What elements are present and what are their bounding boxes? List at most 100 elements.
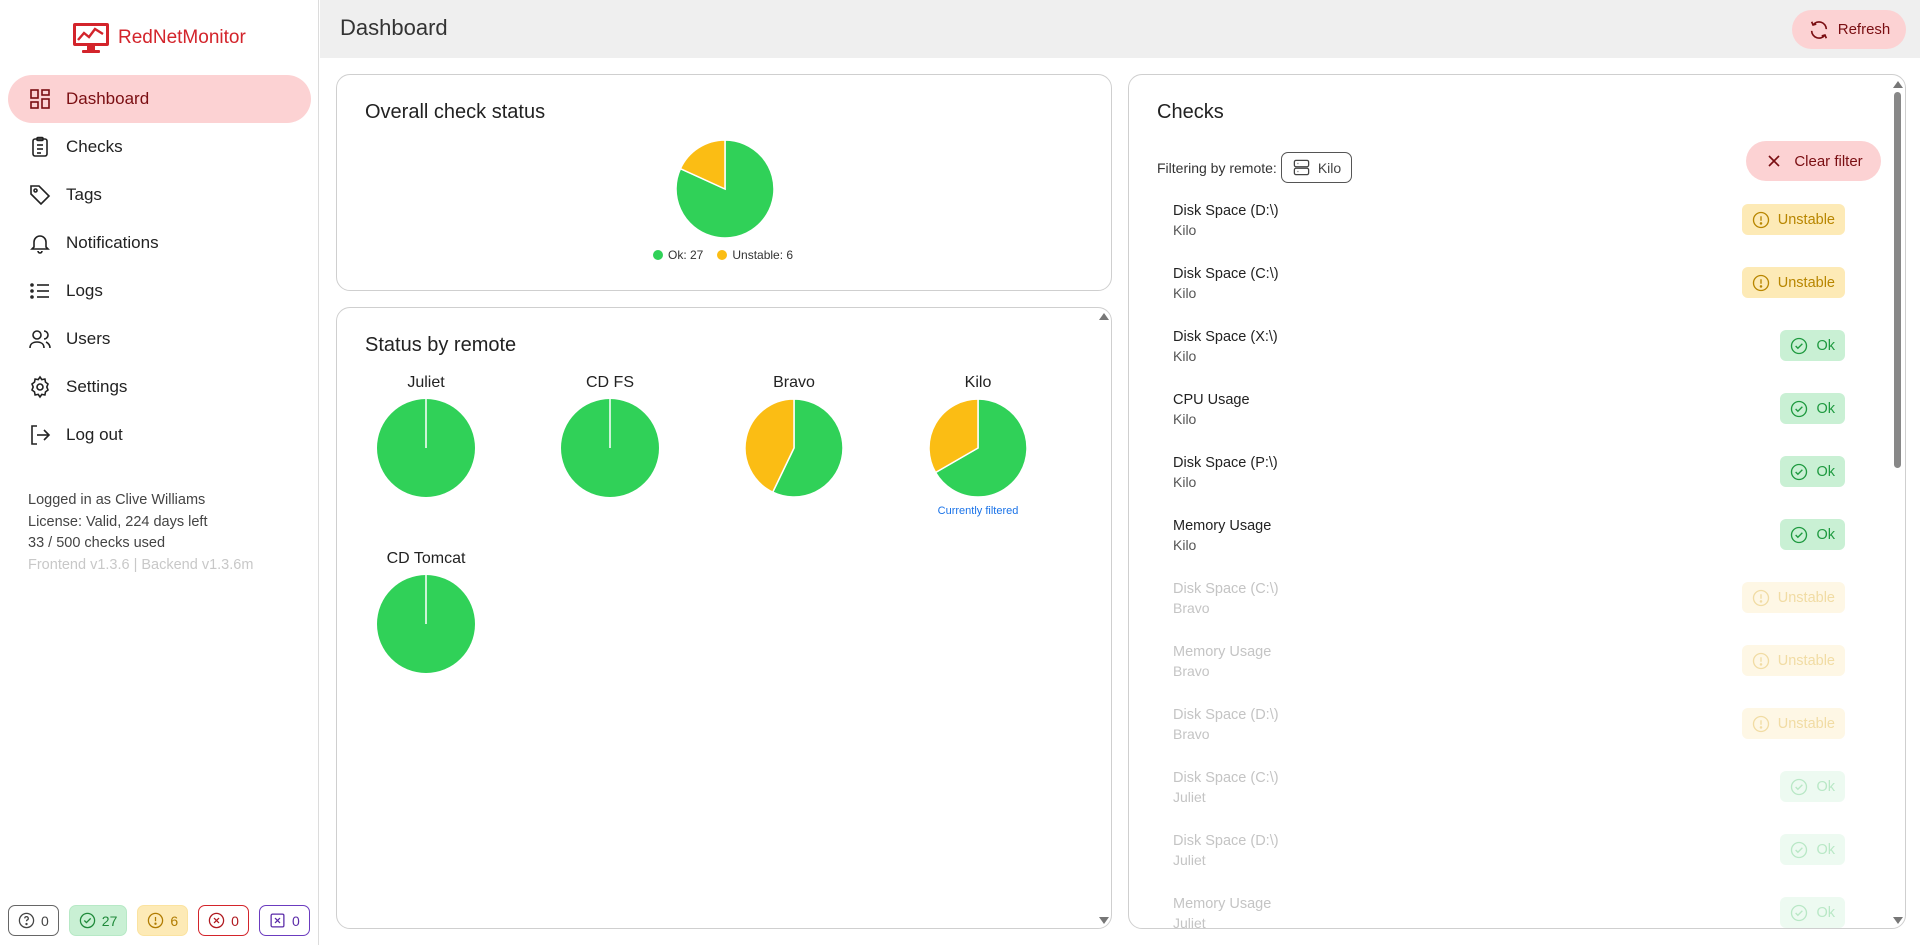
warning-circle-icon — [1752, 652, 1769, 669]
overall-legend: Ok: 27 Unstable: 6 — [653, 248, 793, 262]
check-row[interactable]: Disk Space (D:\) Juliet Ok — [1173, 829, 1845, 892]
status-badge-label: Ok — [1816, 337, 1835, 354]
ok-counter[interactable]: 27 — [68, 905, 128, 936]
check-row[interactable]: Disk Space (P:\) Kilo Ok — [1173, 451, 1845, 514]
remote-name: CD Tomcat — [386, 550, 466, 567]
by-remote-title: Status by remote — [365, 334, 517, 356]
check-circle-icon — [1791, 841, 1808, 858]
sidebar-item-checks[interactable]: Checks — [8, 123, 311, 171]
remote-name: Bravo — [773, 374, 815, 391]
legend-ok[interactable]: Ok: 27 — [653, 248, 703, 262]
check-row[interactable]: Memory Usage Kilo Ok — [1173, 514, 1845, 577]
checks-card: Checks Filtering by remote: Kilo Clear f… — [1128, 74, 1906, 929]
sidebar-item-tags[interactable]: Tags — [8, 171, 311, 219]
warning-circle-icon — [148, 912, 164, 929]
check-name: Memory Usage — [1173, 896, 1272, 912]
status-badge-label: Ok — [1816, 778, 1835, 795]
pie-slice-unstable[interactable] — [928, 398, 979, 474]
status-badge-label: Unstable — [1777, 274, 1835, 291]
check-list: Disk Space (D:\) Kilo Unstable Disk Space (… — [1173, 199, 1845, 928]
overall-title: Overall check status — [365, 101, 546, 123]
remote-name: CD FS — [586, 374, 634, 391]
legend-unstable[interactable]: Unstable: 6 — [717, 248, 793, 262]
status-badge: Unstable — [1741, 204, 1845, 235]
filter-indicator: Filtering by remote: Kilo — [1157, 152, 1353, 183]
logout-icon — [31, 425, 51, 445]
sidebar-item-logout[interactable]: Log out — [8, 411, 311, 459]
check-circle-icon — [79, 912, 96, 929]
checks-scrollbar[interactable] — [1894, 92, 1901, 468]
clear-filter-button[interactable]: Clear filter — [1746, 141, 1881, 181]
refresh-button[interactable]: Refresh — [1792, 10, 1906, 49]
check-name: Disk Space (P:\) — [1173, 455, 1278, 471]
remote-pie-chart[interactable] — [744, 398, 844, 498]
sidebar-item-notifications[interactable]: Notifications — [8, 219, 311, 267]
check-row[interactable]: CPU Usage Kilo Ok — [1173, 388, 1845, 451]
sidebar-item-settings[interactable]: Settings — [8, 363, 311, 411]
remote-pie-chart[interactable] — [560, 398, 660, 498]
remote-status-juliet[interactable]: Juliet — [366, 374, 486, 503]
warning-circle-icon — [1752, 211, 1769, 228]
legend-ok-label: Ok: 27 — [668, 248, 704, 262]
status-badge-label: Unstable — [1777, 211, 1835, 228]
filter-chip[interactable]: Kilo — [1280, 152, 1353, 183]
check-name: Disk Space (D:\) — [1173, 203, 1279, 219]
check-name: Memory Usage — [1173, 644, 1272, 660]
remote-pie-chart[interactable] — [928, 398, 1028, 498]
sidebar-item-label: Users — [66, 329, 111, 348]
filter-prefix: Filtering by remote: — [1157, 159, 1277, 176]
sidebar-item-logs[interactable]: Logs — [8, 267, 311, 315]
pie-slice-unstable[interactable] — [679, 139, 726, 191]
remote-status-kilo[interactable]: Kilo Currently filtered — [918, 374, 1038, 517]
check-row[interactable]: Disk Space (D:\) Kilo Unstable — [1173, 199, 1845, 262]
overall-pie-chart — [675, 139, 775, 239]
check-row[interactable]: Disk Space (C:\) Juliet Ok — [1173, 766, 1845, 829]
status-badge: Unstable — [1741, 582, 1845, 613]
pie-slice-ok[interactable] — [934, 398, 1028, 498]
error-counter[interactable]: 0 — [198, 905, 249, 936]
check-name: Disk Space (C:\) — [1173, 770, 1279, 786]
app-name: RedNetMonitor — [118, 27, 246, 48]
scroll-up-arrow[interactable] — [1099, 313, 1109, 320]
sidebar-item-label: Logs — [66, 281, 103, 300]
check-row[interactable]: Disk Space (D:\) Bravo Unstable — [1173, 703, 1845, 766]
check-row[interactable]: Disk Space (C:\) Bravo Unstable — [1173, 577, 1845, 640]
sidebar-item-label: Tags — [66, 185, 102, 204]
check-remote: Kilo — [1173, 537, 1197, 553]
check-row[interactable]: Disk Space (C:\) Kilo Unstable — [1173, 262, 1845, 325]
remote-status-cd-fs[interactable]: CD FS — [550, 374, 670, 503]
other-counter[interactable]: 0 — [258, 905, 310, 936]
check-circle-icon — [1791, 400, 1808, 417]
sidebar-item-users[interactable]: Users — [8, 315, 311, 363]
monitor-logo-icon — [73, 23, 109, 53]
check-remote: Kilo — [1173, 285, 1197, 301]
check-remote: Bravo — [1173, 726, 1210, 742]
scroll-down-arrow[interactable] — [1099, 917, 1109, 924]
remote-name: Kilo — [964, 374, 992, 391]
refresh-icon — [1810, 20, 1827, 39]
unstable-counter[interactable]: 6 — [137, 905, 189, 936]
license-text: License: Valid, 224 days left — [28, 513, 208, 530]
pie-slice-ok[interactable] — [771, 398, 844, 498]
checks-scroll-down-arrow[interactable] — [1893, 917, 1903, 924]
sidebar-item-label: Checks — [66, 137, 123, 156]
check-remote: Juliet — [1173, 852, 1206, 868]
check-row[interactable]: Memory Usage Bravo Unstable — [1173, 640, 1845, 703]
check-remote: Kilo — [1173, 474, 1197, 490]
remote-status-bravo[interactable]: Bravo — [734, 374, 854, 503]
status-badge: Unstable — [1741, 645, 1845, 676]
check-row[interactable]: Memory Usage Juliet Ok — [1173, 892, 1845, 928]
tag-icon — [30, 185, 51, 206]
unknown-counter[interactable]: 0 — [8, 905, 59, 936]
remote-pie-chart[interactable] — [376, 574, 476, 674]
sidebar-item-label: Dashboard — [66, 89, 150, 108]
sidebar-item-dashboard[interactable]: Dashboard — [8, 75, 311, 123]
status-badge: Ok — [1780, 393, 1845, 424]
remote-pie-chart[interactable] — [376, 398, 476, 498]
pie-slice-unstable[interactable] — [744, 398, 795, 494]
checks-scroll-up-arrow[interactable] — [1893, 81, 1903, 88]
clear-filter-label: Clear filter — [1794, 152, 1863, 170]
check-row[interactable]: Disk Space (X:\) Kilo Ok — [1173, 325, 1845, 388]
remote-status-cd-tomcat[interactable]: CD Tomcat — [366, 550, 486, 679]
brand[interactable]: RedNetMonitor — [72, 20, 246, 56]
